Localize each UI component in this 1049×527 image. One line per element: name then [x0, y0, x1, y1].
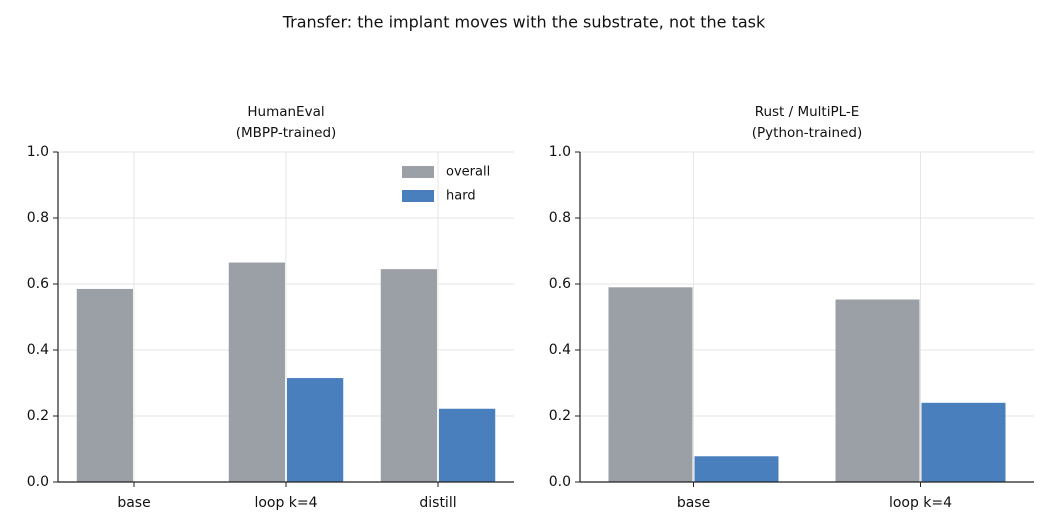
x-tick-label: loop k=4: [889, 495, 952, 511]
legend-swatch: [402, 190, 434, 202]
bar: [380, 269, 437, 482]
x-tick-label: distill: [419, 495, 456, 511]
subplot-title: Rust / MultiPL-E: [755, 104, 860, 120]
x-tick-label: base: [117, 495, 150, 511]
y-tick-label: 0.4: [27, 342, 49, 358]
bar: [608, 287, 693, 482]
y-tick-label: 0.8: [549, 210, 571, 226]
y-tick-label: 0.0: [549, 474, 571, 490]
y-tick-label: 0.0: [27, 474, 49, 490]
legend-label: hard: [446, 189, 476, 204]
y-tick-label: 1.0: [27, 144, 49, 160]
bar: [921, 402, 1006, 482]
y-tick-label: 0.2: [549, 408, 571, 424]
x-tick-label: base: [677, 495, 710, 511]
subplot-title: (MBPP-trained): [236, 125, 337, 141]
y-tick-label: 0.6: [549, 276, 571, 292]
legend-swatch: [402, 166, 434, 178]
y-tick-label: 0.4: [549, 342, 571, 358]
bar: [287, 378, 344, 482]
bar: [76, 288, 133, 482]
subplot-title: (Python-trained): [752, 125, 863, 141]
bar: [439, 408, 496, 482]
y-tick-label: 0.8: [27, 210, 49, 226]
bar: [835, 299, 920, 482]
x-tick-label: loop k=4: [254, 495, 317, 511]
bar: [228, 262, 285, 482]
y-tick-label: 0.2: [27, 408, 49, 424]
y-tick-label: 1.0: [549, 144, 571, 160]
y-tick-label: 0.6: [27, 276, 49, 292]
bar: [694, 456, 779, 482]
subplot-title: HumanEval: [247, 104, 324, 120]
legend-label: overall: [446, 165, 490, 180]
figure-title: Transfer: the implant moves with the sub…: [282, 13, 766, 32]
